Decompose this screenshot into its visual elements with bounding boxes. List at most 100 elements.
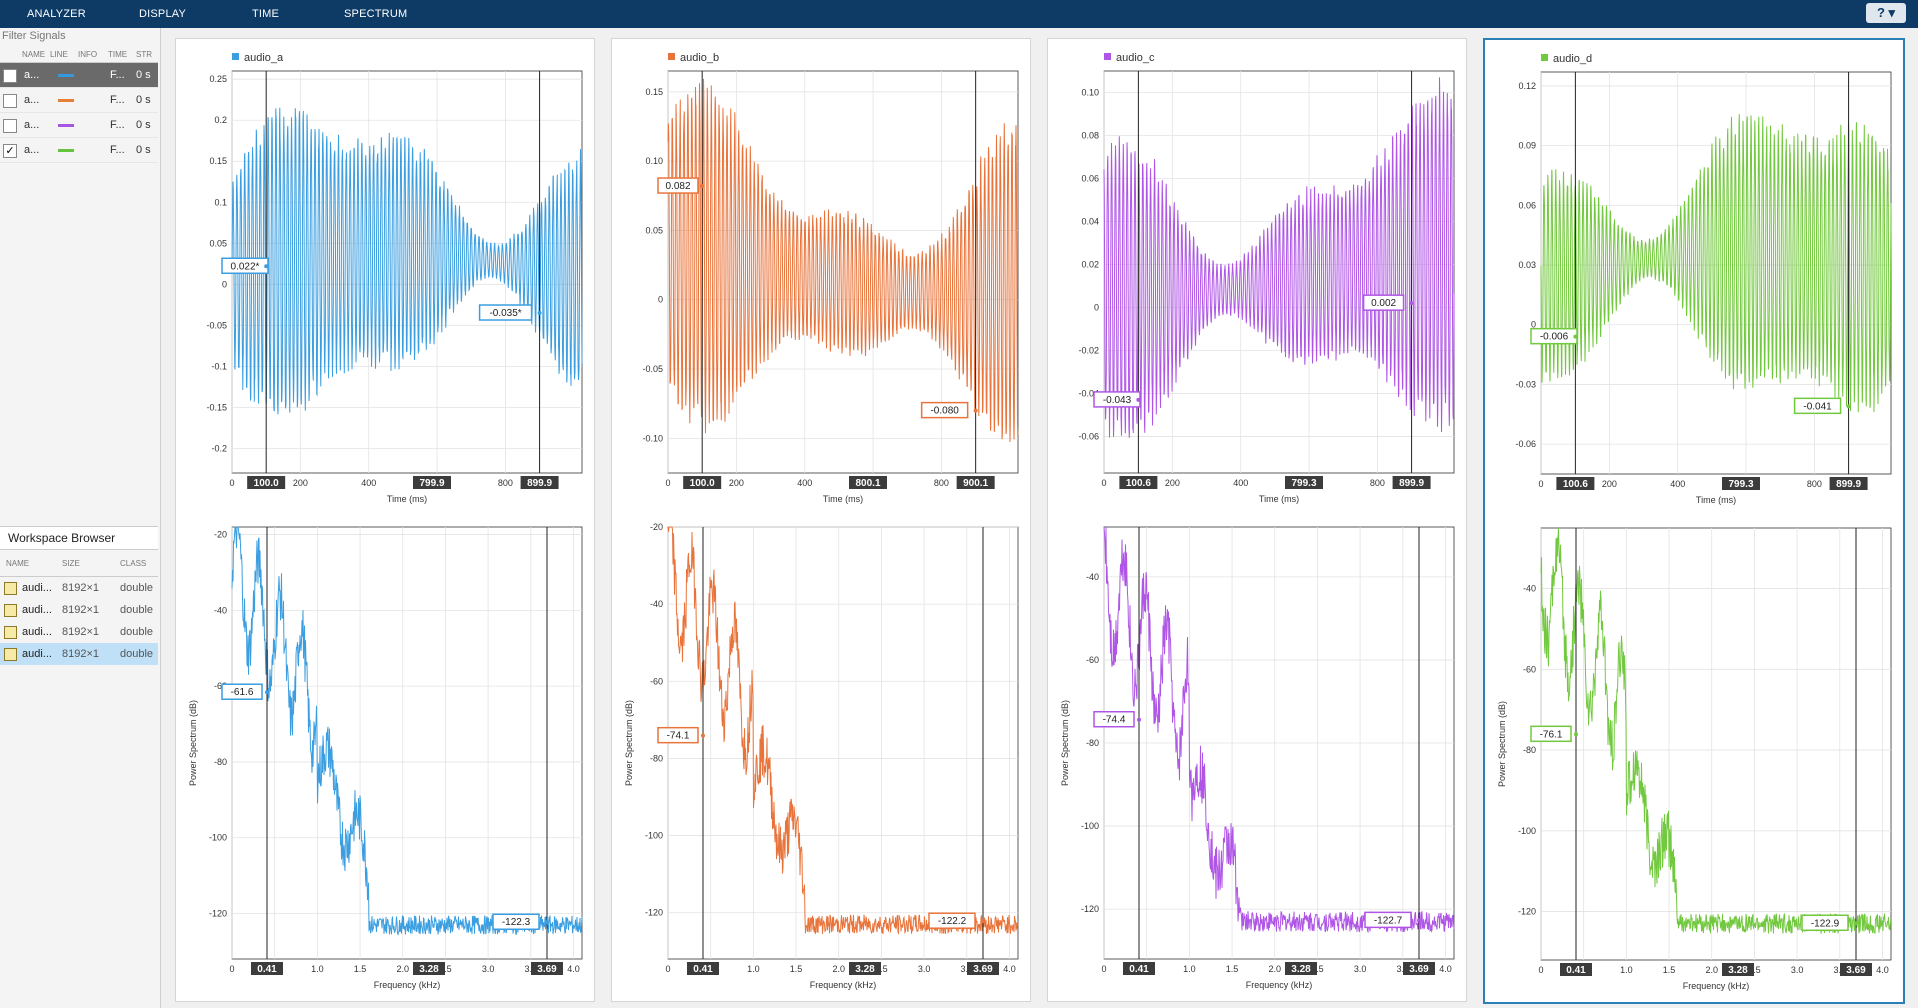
- cursor-x-badge[interactable]: [1392, 476, 1431, 489]
- x-axis-label: Frequency (kHz): [374, 980, 441, 990]
- signal-checkbox[interactable]: [3, 94, 17, 108]
- signal-row[interactable]: a... F... 0 s: [0, 113, 158, 138]
- y-tick-label: 0.09: [1518, 141, 1536, 151]
- y-tick-label: -20: [214, 530, 227, 540]
- spectrum-plot[interactable]: -40-60-80-100-12000.51.01.52.02.53.03.54…: [1060, 526, 1455, 990]
- signal-line-swatch: [58, 74, 74, 77]
- signal-checkbox[interactable]: ✓: [3, 144, 17, 158]
- time-plot[interactable]: 0.150.100.050-0.05-0.100200400600800Time…: [642, 70, 1019, 504]
- spectrum-plot[interactable]: -20-40-60-80-100-12000.51.01.52.02.53.03…: [188, 526, 583, 990]
- signal-name: a...: [24, 144, 40, 156]
- signal-line-swatch: [58, 149, 74, 152]
- cursor-y-value: -74.4: [1103, 715, 1126, 726]
- help-button[interactable]: ? ▾: [1866, 3, 1906, 23]
- workspace-row[interactable]: audi... 8192×1 double: [0, 643, 158, 665]
- signal-line-swatch: [58, 99, 74, 102]
- workspace-browser-title: Workspace Browser: [0, 526, 158, 550]
- cursor-x-badge[interactable]: [1560, 963, 1592, 976]
- tab-analyzer[interactable]: ANALYZER: [27, 8, 86, 20]
- signal-checkbox[interactable]: [3, 69, 17, 83]
- y-tick-label: 0.2: [214, 115, 227, 125]
- cursor-x-badge[interactable]: [967, 962, 999, 975]
- analyzer-panel[interactable]: audio_d 0.12 0.09 0.06 0.03 0 -0.03 -0.06 0 200 40…: [1483, 38, 1905, 1004]
- legend-label[interactable]: audio_a: [244, 52, 284, 64]
- filter-signals-input[interactable]: Filter Signals: [2, 30, 66, 42]
- cursor-x-badge[interactable]: [1556, 477, 1595, 490]
- signal-trace: [1103, 77, 1455, 438]
- ws-col-class[interactable]: CLASS: [120, 559, 147, 568]
- workspace-row[interactable]: audi... 8192×1 double: [0, 577, 158, 599]
- cursor-x-badge[interactable]: [683, 476, 722, 489]
- spectrum-plot[interactable]: -20-40-60-80-100-12000.51.01.52.02.53.03…: [624, 522, 1019, 990]
- cursor-x-badge[interactable]: [1119, 476, 1158, 489]
- cursor-x-badge[interactable]: [1403, 962, 1435, 975]
- x-tick-label: 400: [1233, 478, 1248, 488]
- legend-label[interactable]: audio_d: [1553, 53, 1592, 65]
- cursor-x-value: 100.0: [254, 478, 279, 489]
- col-info[interactable]: INFO: [78, 50, 98, 59]
- legend-label[interactable]: audio_b: [680, 52, 719, 64]
- cursor-y-value: -122.3: [502, 917, 531, 928]
- panel-plots: audio_d 0.12 0.09 0.06 0.03 0 -0.03 -0.06 0 200 40…: [1497, 53, 1892, 991]
- y-tick-label: -60: [650, 676, 663, 686]
- cursor-x-badge[interactable]: [1829, 477, 1868, 490]
- cursor-x-badge[interactable]: [956, 476, 995, 489]
- y-tick-label: -0.2: [211, 443, 227, 453]
- signal-row[interactable]: ✓ a... F... 0 s: [0, 138, 158, 163]
- signal-checkbox[interactable]: [3, 119, 17, 133]
- spectrum-plot[interactable]: -40-60-80-100-12000.51.01.52.02.53.03.54…: [1497, 527, 1892, 991]
- analyzer-panel[interactable]: audio_b 0.150.100.050-0.05-0.100200400600…: [611, 38, 1031, 1002]
- x-tick-label: 400: [1670, 479, 1685, 489]
- tab-display[interactable]: DISPLAY: [139, 8, 187, 20]
- x-tick-label: 200: [1165, 478, 1180, 488]
- cursor-x-badge[interactable]: [531, 962, 563, 975]
- cursor-y-value: -122.7: [1374, 915, 1403, 926]
- time-plot[interactable]: 0.25 0.2 0.15 0.1 0.05 0 -0.05 -0.1 -0.15 -0.2 0 20…: [206, 70, 583, 504]
- ws-col-size[interactable]: SIZE: [62, 559, 80, 568]
- x-tick-label: 0: [1538, 479, 1543, 489]
- signal-row[interactable]: a... F... 0 s: [0, 88, 158, 113]
- analyzer-panel[interactable]: audio_c 0.10 0.08 0.06 0.04 0.02 0 -0.02 -0.04 -0…: [1047, 38, 1467, 1002]
- y-tick-label: 0.08: [1081, 130, 1099, 140]
- time-plot[interactable]: 0.10 0.08 0.06 0.04 0.02 0 -0.02 -0.04 -0.06 0 200…: [1078, 70, 1455, 504]
- y-tick-label: 0.04: [1081, 216, 1099, 226]
- col-time[interactable]: TIME: [108, 50, 128, 59]
- cursor-delta-value: 799.9: [419, 478, 444, 489]
- workspace-row[interactable]: audi... 8192×1 double: [0, 599, 158, 621]
- col-name[interactable]: NAME: [22, 50, 46, 59]
- help-icon: ?: [1876, 5, 1885, 20]
- cursor-value-box: [221, 683, 263, 700]
- legend-label[interactable]: audio_c: [1116, 52, 1155, 64]
- time-plot[interactable]: 0.120.090.060.030-0.03-0.060200400600800…: [1515, 71, 1892, 505]
- ws-col-name[interactable]: NAME: [6, 559, 30, 568]
- cursor-x-badge[interactable]: [520, 476, 559, 489]
- cursor-marker: [1137, 717, 1141, 722]
- signal-name: a...: [24, 119, 40, 131]
- tab-time[interactable]: TIME: [252, 8, 280, 20]
- tab-spectrum[interactable]: SPECTRUM: [344, 8, 408, 20]
- y-tick-label: 0.05: [209, 238, 227, 248]
- x-tick-label: 1.0: [1183, 964, 1196, 974]
- analyzer-panel[interactable]: audio_a 0.25 0.2 0.15 0.1 0.05 0 -0.05 -0.1 -0.15…: [175, 38, 595, 1002]
- cursor-x-badge[interactable]: [1123, 962, 1155, 975]
- cursor-x-value: 100.6: [1126, 478, 1151, 489]
- plot-area: [667, 526, 1019, 960]
- y-tick-label: 0.10: [1081, 87, 1099, 97]
- signal-table-header: NAME LINE INFO TIME STR: [0, 48, 158, 63]
- cursor-x-badge[interactable]: [687, 962, 719, 975]
- cursor-marker: [265, 690, 269, 695]
- variable-name: audi...: [22, 626, 52, 638]
- y-tick-label: -60: [1523, 664, 1536, 674]
- workspace-row[interactable]: audi... 8192×1 double: [0, 621, 158, 643]
- cursor-y-value: -122.2: [938, 916, 967, 927]
- col-line[interactable]: LINE: [50, 50, 68, 59]
- cursor-x-badge[interactable]: [1840, 963, 1872, 976]
- cursor-marker: [264, 264, 269, 269]
- y-tick-label: 0.15: [645, 87, 663, 97]
- signal-row[interactable]: a... F... 0 s: [0, 63, 158, 88]
- col-str[interactable]: STR: [136, 50, 152, 59]
- cursor-x-value: 100.0: [690, 478, 715, 489]
- cursor-x-badge[interactable]: [251, 962, 283, 975]
- x-tick-label: 3.5: [961, 964, 974, 974]
- cursor-x-badge[interactable]: [247, 476, 286, 489]
